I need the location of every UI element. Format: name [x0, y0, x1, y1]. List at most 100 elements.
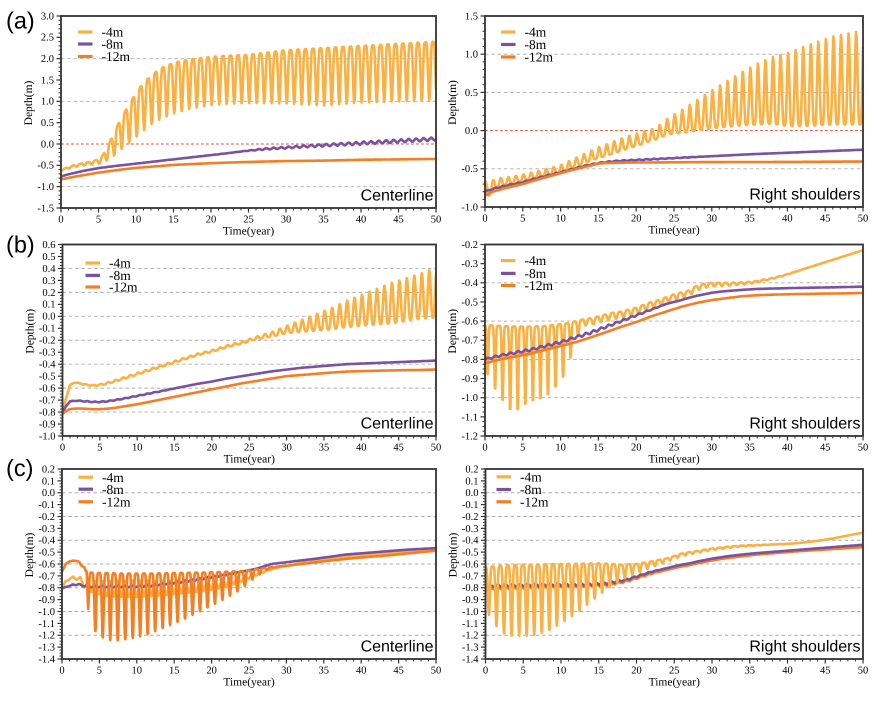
svg-text:-4m: -4m [525, 253, 547, 268]
svg-text:50: 50 [858, 443, 869, 454]
svg-text:-1.1: -1.1 [462, 619, 479, 630]
svg-text:30: 30 [281, 215, 292, 226]
svg-text:0.0: 0.0 [465, 126, 478, 137]
svg-text:-8m: -8m [520, 482, 542, 497]
svg-text:15: 15 [169, 443, 180, 454]
svg-text:20: 20 [631, 666, 642, 677]
svg-text:25: 25 [669, 666, 680, 677]
svg-text:-1.4: -1.4 [38, 654, 55, 665]
svg-text:50: 50 [858, 666, 869, 677]
svg-text:10: 10 [131, 215, 142, 226]
svg-text:35: 35 [744, 214, 755, 225]
svg-text:-8m: -8m [525, 37, 547, 52]
svg-text:-0.9: -0.9 [462, 595, 479, 606]
svg-text:Depth(m): Depth(m) [24, 532, 36, 577]
svg-text:30: 30 [281, 666, 292, 677]
svg-text:-0.5: -0.5 [461, 164, 478, 175]
svg-text:25: 25 [244, 666, 255, 677]
svg-text:-0.7: -0.7 [461, 336, 478, 347]
svg-text:-1.1: -1.1 [38, 619, 55, 630]
svg-text:-8m: -8m [102, 37, 124, 52]
svg-text:15: 15 [593, 443, 604, 454]
svg-text:-1.2: -1.2 [38, 631, 55, 642]
svg-text:Depth(m): Depth(m) [25, 309, 37, 354]
svg-text:-0.3: -0.3 [38, 524, 55, 535]
svg-text:Centerline: Centerline [361, 639, 434, 656]
svg-text:45: 45 [393, 666, 404, 677]
svg-text:-1.2: -1.2 [462, 631, 479, 642]
svg-text:-0.8: -0.8 [462, 583, 479, 594]
svg-text:0.5: 0.5 [42, 252, 55, 263]
svg-text:Centerline: Centerline [361, 188, 434, 205]
svg-text:-8m: -8m [525, 266, 547, 281]
svg-text:5: 5 [520, 443, 525, 454]
svg-text:-0.9: -0.9 [39, 419, 56, 430]
svg-text:40: 40 [356, 215, 367, 226]
svg-text:-0.4: -0.4 [38, 536, 55, 547]
svg-text:10: 10 [555, 214, 566, 225]
svg-text:-12m: -12m [102, 49, 131, 64]
svg-text:5: 5 [520, 214, 525, 225]
svg-text:40: 40 [782, 666, 793, 677]
svg-text:2.5: 2.5 [41, 33, 54, 44]
svg-text:-0.4: -0.4 [39, 360, 56, 371]
svg-text:25: 25 [244, 443, 255, 454]
svg-text:45: 45 [820, 214, 831, 225]
svg-text:0.3: 0.3 [42, 276, 55, 287]
svg-text:0.0: 0.0 [41, 139, 54, 150]
svg-text:-4m: -4m [109, 256, 131, 271]
svg-text:40: 40 [356, 443, 367, 454]
svg-text:0: 0 [483, 666, 488, 677]
svg-text:20: 20 [206, 215, 217, 226]
svg-text:0.5: 0.5 [41, 118, 54, 129]
svg-text:-0.8: -0.8 [38, 583, 55, 594]
svg-text:0: 0 [58, 215, 63, 226]
svg-text:0.1: 0.1 [42, 476, 55, 487]
svg-text:0.2: 0.2 [42, 464, 55, 475]
svg-text:30: 30 [707, 666, 718, 677]
svg-text:-0.2: -0.2 [38, 512, 55, 523]
svg-text:-0.1: -0.1 [462, 500, 479, 511]
svg-text:0: 0 [60, 443, 65, 454]
svg-text:(b): (b) [6, 232, 35, 258]
svg-text:30: 30 [707, 443, 718, 454]
svg-text:15: 15 [593, 214, 604, 225]
svg-text:Depth(m): Depth(m) [448, 532, 460, 577]
svg-text:Time(year): Time(year) [648, 454, 699, 466]
svg-text:-1.0: -1.0 [461, 202, 478, 213]
svg-text:30: 30 [281, 443, 292, 454]
svg-text:-1.3: -1.3 [38, 643, 55, 654]
svg-text:0.1: 0.1 [42, 300, 55, 311]
svg-text:15: 15 [169, 666, 180, 677]
svg-text:2.0: 2.0 [41, 54, 54, 65]
svg-text:-12m: -12m [520, 494, 549, 509]
svg-text:Time(year): Time(year) [223, 677, 274, 689]
svg-text:Right shoulders: Right shoulders [749, 639, 860, 656]
svg-text:-1.4: -1.4 [462, 654, 479, 665]
svg-text:35: 35 [745, 666, 756, 677]
svg-text:30: 30 [707, 214, 718, 225]
svg-text:-1.0: -1.0 [37, 182, 54, 193]
svg-text:45: 45 [820, 443, 831, 454]
svg-text:50: 50 [431, 666, 442, 677]
svg-text:-4m: -4m [102, 470, 124, 485]
svg-text:20: 20 [206, 666, 217, 677]
svg-text:-8m: -8m [102, 482, 124, 497]
svg-text:50: 50 [858, 214, 869, 225]
svg-text:-0.9: -0.9 [38, 595, 55, 606]
svg-text:(a): (a) [6, 8, 35, 34]
svg-text:0.0: 0.0 [42, 312, 55, 323]
svg-text:40: 40 [782, 214, 793, 225]
svg-text:Depth(m): Depth(m) [447, 309, 459, 354]
svg-text:-0.3: -0.3 [461, 259, 478, 270]
svg-text:-0.6: -0.6 [38, 559, 55, 570]
svg-text:35: 35 [319, 666, 330, 677]
svg-text:-0.8: -0.8 [39, 407, 56, 418]
svg-text:-8m: -8m [109, 268, 131, 283]
svg-text:25: 25 [669, 443, 680, 454]
svg-text:0.6: 0.6 [42, 240, 55, 251]
svg-text:-1.2: -1.2 [461, 431, 478, 442]
svg-text:(c): (c) [6, 455, 33, 481]
svg-text:10: 10 [132, 666, 143, 677]
svg-text:-0.5: -0.5 [461, 297, 478, 308]
